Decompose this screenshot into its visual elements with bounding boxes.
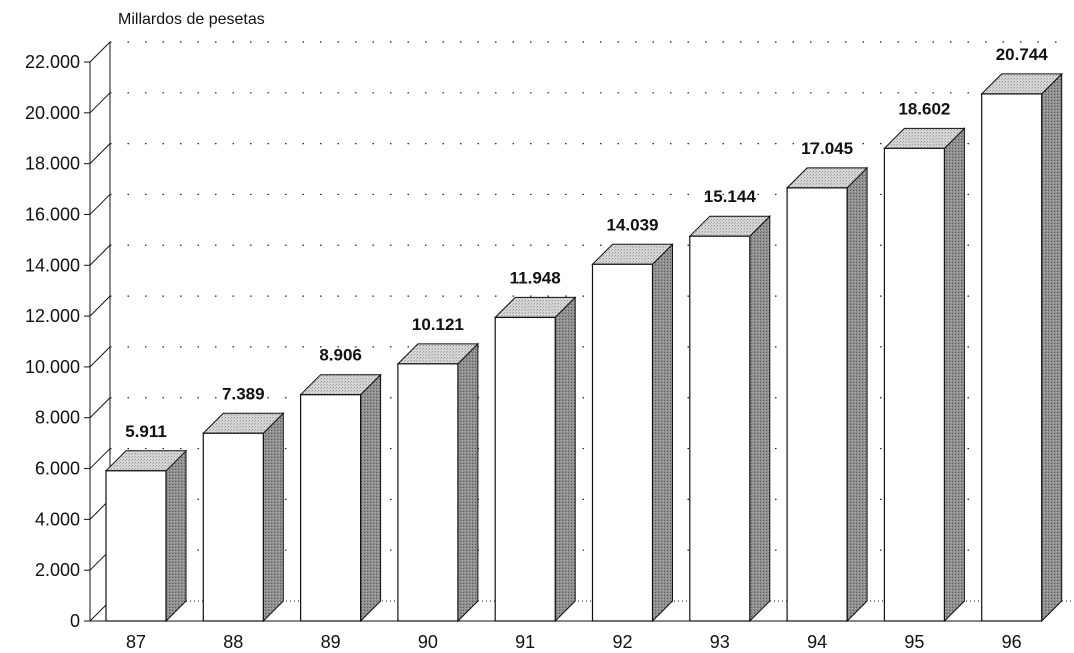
bar-side-face [846,166,868,623]
y-tick-diagonal [89,448,111,469]
bar [202,412,285,623]
y-tick-diagonal [89,346,111,368]
y-axis-ticks: 0 2.000 4.000 6.000 8.000 10.000 12.000 14.000 1… [25,41,111,631]
x-tick-label: 87 [126,632,146,652]
bar [883,127,966,623]
data-label: 11.948 [510,268,561,287]
bar-front-face [689,235,751,622]
data-label: 14.039 [607,215,659,234]
x-axis-ticks: 87 88 89 90 91 92 93 94 95 96 [126,632,1022,652]
y-tick-diagonal [89,194,111,215]
data-label: 5.911 [125,422,167,441]
y-tick-label: 14.000 [25,255,80,275]
data-label: 7.389 [222,384,265,403]
bar-side-face [749,214,771,623]
bar [299,373,382,623]
bar-side-face [943,127,965,623]
y-tick-label: 18.000 [25,154,80,174]
x-tick-label: 94 [807,632,827,652]
y-tick-label: 8.000 [35,408,80,428]
bar-side-face [165,449,187,623]
data-labels: 5.911 7.389 8.906 10.121 11.948 14.039 15.144 1… [125,45,1048,441]
y-tick-diagonal [89,143,111,164]
bar-side-face [652,243,673,623]
bar [104,449,188,623]
y-tick-diagonal [89,397,111,419]
bar [493,296,577,623]
bar-front-face [105,470,167,622]
x-tick-label: 91 [515,632,535,652]
bar-side-face [262,412,284,623]
bar-front-face [397,363,459,622]
y-tick-label: 22.000 [25,52,80,72]
bar-front-face [494,316,556,622]
y-tick-diagonal [89,92,111,114]
y-tick-diagonal [89,295,111,317]
bar-side-face [554,296,576,623]
y-tick-label: 0 [70,611,80,631]
x-tick-label: 96 [1002,632,1022,652]
bar-front-face [883,147,946,622]
x-tick-label: 93 [710,632,730,652]
x-tick-label: 92 [612,632,632,652]
x-tick-label: 90 [418,632,438,652]
x-tick-label: 88 [223,632,243,652]
bar-front-face [591,263,654,622]
bar-front-face [786,187,848,622]
y-tick-diagonal [89,244,111,266]
bar-front-face [202,432,264,622]
bars [104,72,1063,623]
bar [980,72,1063,623]
data-label: 15.144 [704,187,757,206]
y-axis-title: Millardos de pesetas [118,11,265,28]
y-tick-diagonal [89,41,111,63]
data-label: 8.906 [319,346,362,365]
data-label: 18.602 [898,99,950,118]
data-label: 20.744 [996,45,1049,64]
y-tick-label: 12.000 [25,306,80,326]
x-tick-label: 95 [904,632,924,652]
bar-side-face [457,342,479,623]
data-label: 17.045 [801,139,853,158]
y-tick-label: 20.000 [25,103,80,123]
bar-front-face [300,394,362,622]
bar-side-face [360,373,382,623]
bar-front-face [981,93,1043,622]
bar [785,166,869,623]
bar [688,214,772,623]
y-tick-label: 4.000 [35,509,80,529]
bar [396,342,480,623]
y-tick-label: 2.000 [35,560,80,580]
y-tick-label: 10.000 [25,357,80,377]
bar-side-face [1041,72,1063,623]
y-tick-label: 16.000 [25,204,80,224]
x-tick-label: 89 [321,632,341,652]
data-label: 10.121 [412,315,464,334]
bar [591,243,674,623]
y-tick-label: 6.000 [35,459,80,479]
